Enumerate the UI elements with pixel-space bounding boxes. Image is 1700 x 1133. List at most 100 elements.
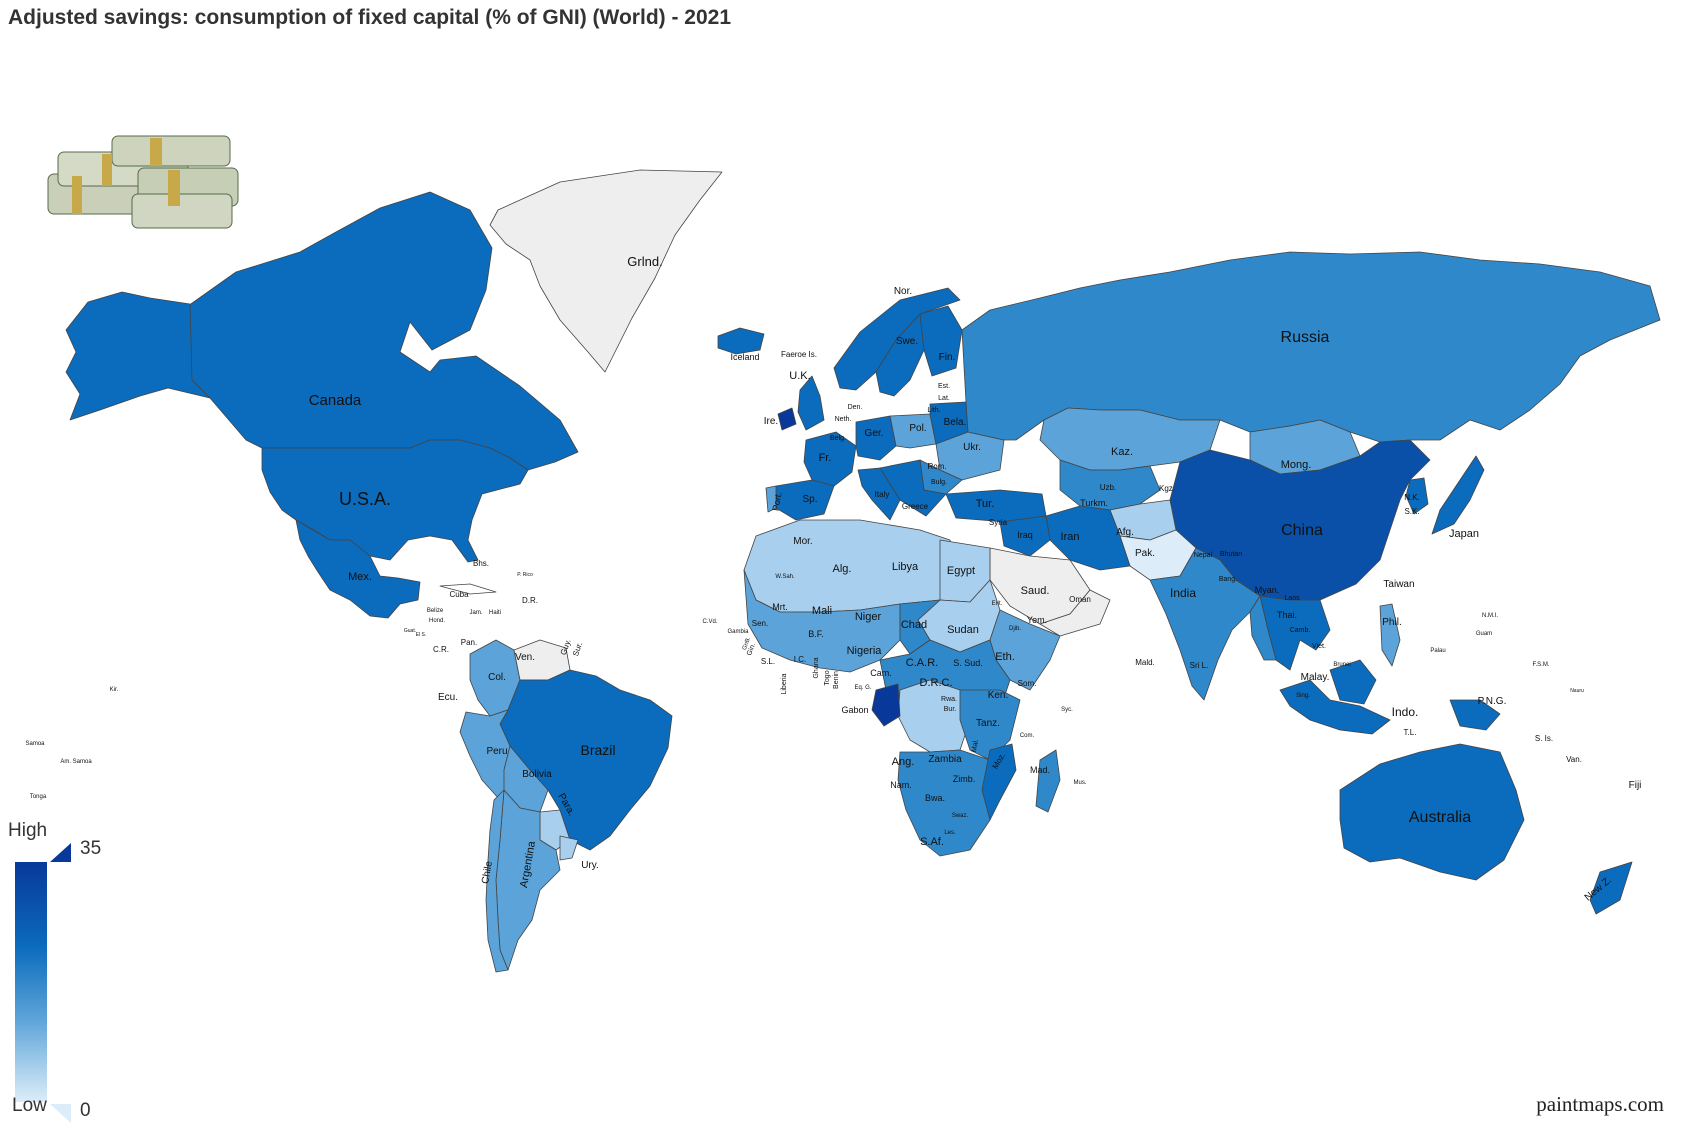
label-png: P.N.G. — [1478, 696, 1507, 707]
label-neth: Neth. — [835, 416, 852, 423]
label-fr: Fr. — [819, 452, 832, 464]
label-gnb: GnB. — [742, 636, 752, 651]
label-pak: Pak. — [1135, 548, 1155, 559]
label-sen: Sen. — [752, 619, 768, 628]
region-gabon[interactable] — [871, 683, 901, 727]
region-mozambique[interactable] — [981, 743, 1017, 821]
label-col: Col. — [488, 672, 506, 683]
region-myanmar[interactable] — [1249, 595, 1277, 661]
region-southern-africa[interactable] — [897, 749, 1005, 857]
region-finland[interactable] — [919, 305, 963, 377]
label-cr: C.R. — [433, 645, 449, 654]
label-port: Port. — [770, 491, 783, 511]
label-erit: Erit. — [992, 601, 1003, 607]
region-central-asia[interactable] — [1059, 459, 1161, 511]
label-car: C.A.R. — [906, 657, 938, 669]
region-australia[interactable] — [1339, 743, 1525, 881]
region-ireland[interactable] — [777, 407, 797, 431]
label-syc: Syc. — [1061, 707, 1073, 713]
label-uzb: Uzb. — [1100, 483, 1116, 492]
label-bolivia: Bolivia — [522, 769, 552, 780]
region-png[interactable] — [1449, 699, 1501, 731]
label-sur: Sur. — [571, 641, 584, 657]
label-russia: Russia — [1281, 329, 1330, 346]
region-philippines[interactable] — [1379, 603, 1401, 667]
label-ang: Ang. — [892, 756, 915, 768]
map-title: Adjusted savings: consumption of fixed c… — [8, 6, 732, 29]
label-est: Est. — [938, 383, 950, 390]
region-korea[interactable] — [1405, 477, 1429, 515]
region-new-zealand[interactable] — [1589, 861, 1633, 915]
label-benin: Benin — [833, 671, 840, 689]
region-greenland[interactable] — [489, 169, 723, 373]
region-portugal[interactable] — [765, 485, 777, 513]
label-brazil: Brazil — [580, 742, 615, 758]
label-nigeria: Nigeria — [847, 645, 883, 657]
label-phil: Phil. — [1382, 617, 1401, 628]
label-bela: Bela. — [944, 417, 967, 428]
region-iran[interactable] — [1045, 505, 1131, 571]
region-iceland[interactable] — [717, 327, 765, 355]
label-prico: P. Rico — [517, 572, 533, 578]
region-madagascar[interactable] — [1035, 749, 1061, 813]
label-uk: U.K. — [789, 370, 810, 382]
label-chad: Chad — [901, 619, 927, 631]
region-japan[interactable] — [1431, 455, 1485, 535]
label-amsamoa: Am. Samoa — [60, 759, 92, 765]
label-malay: Malay. — [1301, 672, 1330, 683]
label-les: Les. — [944, 830, 956, 836]
label-zambia: Zambia — [928, 754, 962, 765]
label-iraq: Iraq — [1017, 530, 1033, 540]
region-poland[interactable] — [889, 413, 937, 449]
label-drc: D.R.C. — [920, 677, 953, 689]
label-eqg: Eq. G. — [854, 685, 871, 691]
region-france[interactable] — [803, 431, 857, 487]
label-ury: Ury. — [581, 860, 599, 871]
label-egypt: Egypt — [947, 565, 975, 577]
region-iraq-syria[interactable] — [999, 515, 1051, 557]
region-labels: Grlnd. Russia Canada U.S.A. China Brazil… — [25, 254, 1641, 903]
region-chile[interactable] — [485, 789, 509, 973]
label-bulg: Bulg. — [931, 479, 947, 486]
label-ecu: Ecu. — [438, 692, 458, 703]
label-tonga: Tonga — [30, 794, 47, 800]
label-myan: Myan. — [1255, 585, 1280, 595]
region-uk[interactable] — [797, 375, 825, 431]
source-credit: paintmaps.com — [1536, 1092, 1664, 1116]
label-gin: Gin. — [746, 642, 757, 657]
label-mong: Mong. — [1281, 459, 1312, 471]
label-bf: B.F. — [808, 629, 824, 639]
region-cuba[interactable] — [439, 583, 497, 595]
label-afg: Afg. — [1116, 527, 1134, 538]
label-togo: Togo — [824, 670, 831, 685]
region-mexico[interactable] — [295, 519, 421, 619]
legend-high-label: High — [8, 820, 48, 841]
label-canada: Canada — [309, 392, 362, 409]
region-india[interactable] — [1149, 547, 1261, 701]
label-usa: U.S.A. — [339, 489, 391, 509]
legend-min-value: 0 — [80, 1100, 91, 1121]
label-wsah: W.Sah. — [775, 574, 795, 580]
region-borneo[interactable] — [1329, 659, 1377, 705]
label-kir: Kir. — [110, 687, 119, 693]
region-alaska[interactable] — [65, 291, 211, 421]
label-nauru: Nauru — [1570, 688, 1584, 694]
label-eth: Eth. — [995, 651, 1015, 663]
label-saf: S.Af. — [920, 836, 944, 848]
label-ssud: S. Sud. — [953, 658, 983, 668]
label-rom: Rom. — [927, 462, 946, 471]
label-mal: Mal. — [971, 739, 980, 753]
label-mus: Mus. — [1073, 780, 1086, 786]
region-uruguay[interactable] — [559, 835, 579, 861]
region-drc[interactable] — [897, 679, 971, 753]
label-bhs: Bhs. — [473, 559, 489, 568]
region-north-africa[interactable] — [743, 519, 961, 613]
label-alg: Alg. — [833, 563, 852, 575]
region-indonesia[interactable] — [1279, 679, 1391, 735]
region-west-africa[interactable] — [743, 569, 901, 673]
label-sp: Sp. — [802, 494, 817, 505]
region-sweden[interactable] — [875, 313, 925, 397]
label-camb: Camb. — [1290, 627, 1311, 634]
label-swaz: Swaz. — [952, 813, 969, 819]
legend-low-label: Low — [12, 1095, 47, 1116]
